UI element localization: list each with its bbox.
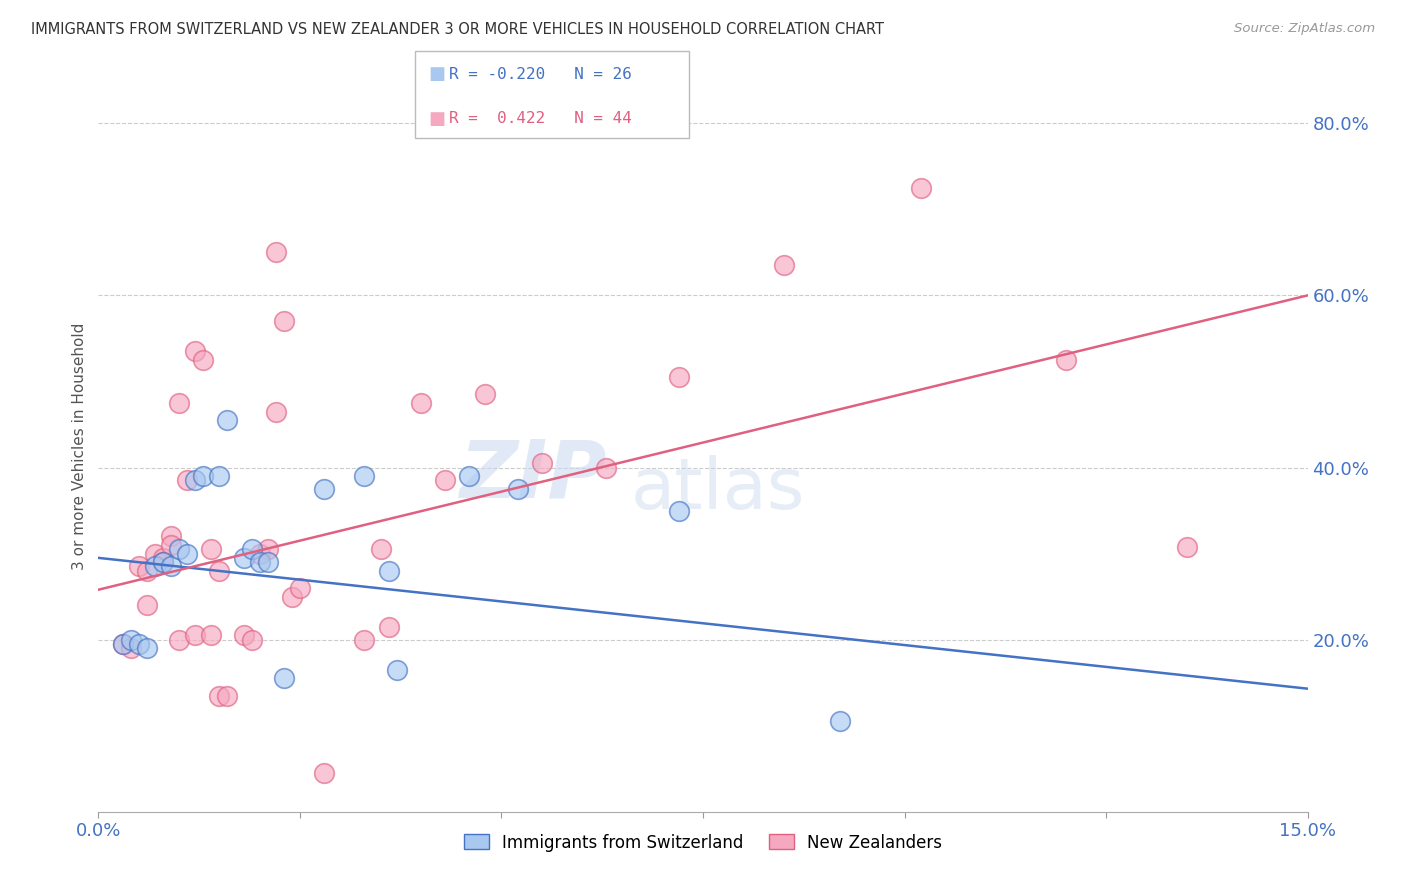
Point (128, 559, 150, 574)
Point (135, 564, 157, 578)
Point (160, 538, 183, 552)
Point (217, 689, 239, 703)
Point (828, 714, 851, 729)
Point (288, 581, 311, 595)
Point (135, 598, 157, 612)
Point (111, 637, 134, 651)
Point (160, 559, 183, 574)
Point (143, 559, 166, 574)
Point (370, 542, 392, 557)
Point (256, 542, 278, 557)
Point (668, 370, 690, 384)
Point (595, 460, 617, 475)
Point (160, 529, 183, 543)
Legend: Immigrants from Switzerland, New Zealanders: Immigrants from Switzerland, New Zealand… (457, 827, 949, 858)
Point (506, 482, 529, 496)
Point (135, 641, 157, 656)
Text: ■: ■ (429, 110, 446, 128)
Point (176, 547, 198, 561)
Point (184, 344, 207, 359)
Point (668, 503, 690, 517)
Point (176, 474, 198, 488)
Point (208, 564, 231, 578)
Point (1175, 540, 1198, 554)
Point (217, 413, 239, 427)
Point (273, 314, 295, 328)
Text: atlas: atlas (630, 456, 804, 524)
Point (240, 542, 263, 557)
Text: R = -0.220   N = 26: R = -0.220 N = 26 (449, 67, 631, 81)
Point (143, 547, 166, 561)
Point (409, 396, 432, 410)
Point (152, 555, 174, 569)
Text: R =  0.422   N = 44: R = 0.422 N = 44 (449, 112, 631, 126)
Point (200, 542, 222, 557)
Text: IMMIGRANTS FROM SWITZERLAND VS NEW ZEALANDER 3 OR MORE VEHICLES IN HOUSEHOLD COR: IMMIGRANTS FROM SWITZERLAND VS NEW ZEALA… (31, 22, 884, 37)
Point (208, 469, 231, 483)
Point (264, 245, 287, 260)
Point (232, 628, 254, 642)
Point (249, 555, 271, 569)
Point (264, 404, 287, 418)
Point (193, 353, 215, 368)
Point (128, 637, 150, 651)
Point (208, 689, 231, 703)
Point (434, 474, 457, 488)
Point (232, 550, 254, 565)
Point (240, 632, 263, 647)
Point (1054, 353, 1077, 368)
Point (249, 547, 271, 561)
Point (167, 542, 190, 557)
Point (193, 469, 215, 483)
Point (377, 564, 399, 578)
Text: ■: ■ (429, 65, 446, 83)
Text: ZIP: ZIP (458, 436, 606, 515)
Point (772, 258, 794, 272)
Point (167, 632, 190, 647)
Point (353, 632, 375, 647)
Point (256, 555, 278, 569)
Point (281, 590, 304, 604)
Point (120, 641, 142, 656)
Point (273, 671, 295, 685)
Point (184, 474, 207, 488)
Point (910, 181, 932, 195)
Y-axis label: 3 or more Vehicles in Household: 3 or more Vehicles in Household (72, 322, 87, 570)
Point (458, 469, 481, 483)
Point (353, 469, 375, 483)
Point (111, 637, 134, 651)
Text: Source: ZipAtlas.com: Source: ZipAtlas.com (1234, 22, 1375, 36)
Point (385, 663, 408, 677)
Point (120, 632, 142, 647)
Point (530, 456, 553, 470)
Point (152, 550, 174, 565)
Point (184, 628, 207, 642)
Point (474, 387, 496, 401)
Point (314, 766, 336, 780)
Point (200, 628, 222, 642)
Point (152, 555, 174, 569)
Point (377, 620, 399, 634)
Point (314, 482, 336, 496)
Point (167, 396, 190, 410)
